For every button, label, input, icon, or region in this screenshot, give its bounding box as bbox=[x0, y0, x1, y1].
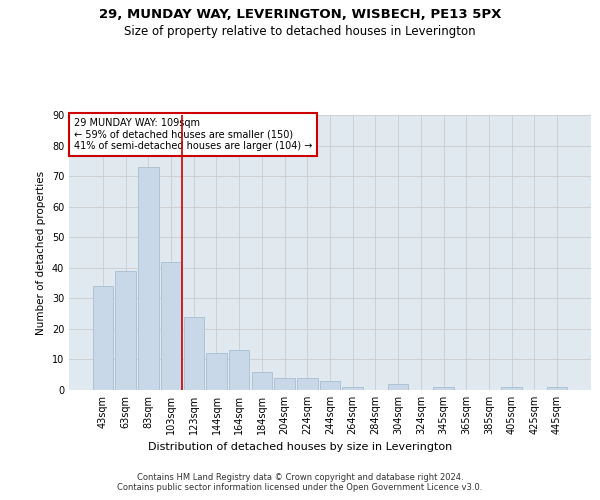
Bar bbox=[161, 262, 181, 390]
Bar bbox=[115, 271, 136, 390]
Text: Distribution of detached houses by size in Leverington: Distribution of detached houses by size … bbox=[148, 442, 452, 452]
Bar bbox=[206, 354, 227, 390]
Y-axis label: Number of detached properties: Number of detached properties bbox=[36, 170, 46, 334]
Bar bbox=[93, 286, 113, 390]
Bar bbox=[388, 384, 409, 390]
Text: Size of property relative to detached houses in Leverington: Size of property relative to detached ho… bbox=[124, 25, 476, 38]
Bar bbox=[184, 316, 204, 390]
Bar bbox=[251, 372, 272, 390]
Bar bbox=[343, 387, 363, 390]
Bar bbox=[547, 387, 567, 390]
Bar bbox=[138, 167, 158, 390]
Bar bbox=[502, 387, 522, 390]
Bar bbox=[297, 378, 317, 390]
Text: Contains HM Land Registry data © Crown copyright and database right 2024.
Contai: Contains HM Land Registry data © Crown c… bbox=[118, 473, 482, 492]
Bar bbox=[229, 350, 250, 390]
Bar bbox=[320, 381, 340, 390]
Text: 29, MUNDAY WAY, LEVERINGTON, WISBECH, PE13 5PX: 29, MUNDAY WAY, LEVERINGTON, WISBECH, PE… bbox=[99, 8, 501, 20]
Bar bbox=[433, 387, 454, 390]
Bar bbox=[274, 378, 295, 390]
Text: 29 MUNDAY WAY: 109sqm
← 59% of detached houses are smaller (150)
41% of semi-det: 29 MUNDAY WAY: 109sqm ← 59% of detached … bbox=[74, 118, 313, 151]
